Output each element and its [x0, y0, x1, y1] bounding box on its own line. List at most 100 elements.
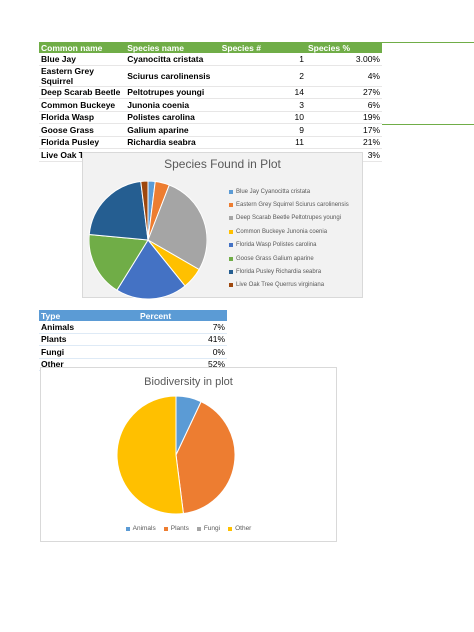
legend-label: Common Buckeye Junonia coenia: [236, 228, 328, 235]
legend-swatch: [228, 526, 233, 531]
type-table-header: Type Percent: [39, 310, 227, 321]
table-row: Goose Grass Galium aparine 9 17%: [39, 123, 382, 137]
table-row: Common Buckeye Junonia coenia 3 6%: [39, 98, 382, 112]
cell-type: Fungi: [39, 345, 138, 359]
legend-item-florida-wasp-polistes-carolina: Florida Wasp Polistes carolina: [229, 239, 349, 252]
cell-species-count: 11: [219, 136, 306, 149]
legend-swatch: [229, 256, 233, 261]
header-type: Type: [39, 310, 138, 321]
legend-label: Plants: [170, 525, 189, 532]
sheet-gridline-mid: [382, 124, 474, 125]
table-row: Fungi 0%: [39, 345, 227, 359]
species-pie-chart[interactable]: Species Found in Plot Blue Jay Cyanocitt…: [82, 152, 363, 299]
legend-item-goose-grass-galium-aparine: Goose Grass Galium aparine: [229, 252, 349, 265]
cell-type: Plants: [39, 333, 138, 346]
chart-legend: Blue Jay Cyanocitta cristata Eastern Grey…: [229, 185, 349, 292]
chart-legend: Animals Plants Fungi Other: [41, 525, 336, 532]
pie-slice-florida-pusley-richardia-seabra[interactable]: [89, 181, 149, 241]
cell-common-name: Florida Wasp: [39, 111, 126, 124]
species-table: Common name Species name Species # Speci…: [39, 42, 382, 162]
legend-item-other: Other: [228, 525, 251, 532]
biodiversity-pie-chart[interactable]: Biodiversity in plot Animals Plants Fungi O…: [40, 367, 337, 542]
chart-title: Species Found in Plot: [164, 157, 281, 171]
cell-species-name: Sciurus carolinensis: [125, 65, 220, 87]
pie-slice-plants[interactable]: [175, 400, 235, 514]
cell-common-name: Florida Pusley: [39, 136, 126, 149]
cell-species-count: 10: [219, 111, 306, 124]
legend-item-deep-scarab-beetle-peltotrupes-youngi: Deep Scarab Beetle Peltotrupes youngi: [229, 212, 349, 225]
legend-label: Blue Jay Cyanocitta cristata: [236, 188, 311, 195]
header-species-percent: Species %: [305, 42, 382, 53]
legend-label: Deep Scarab Beetle Peltotrupes youngi: [236, 215, 342, 222]
cell-species-count: 1: [219, 53, 306, 66]
cell-common-name: Deep Scarab Beetle: [39, 86, 126, 99]
legend-label: Eastern Grey Squirrel Sciurus carolinens…: [236, 202, 349, 209]
legend-swatch: [229, 229, 233, 234]
cell-species-name: Cyanocitta cristata: [125, 53, 220, 66]
cell-percent: 0%: [138, 345, 227, 359]
header-species-name: Species name: [125, 42, 220, 53]
table-row: Animals 7%: [39, 321, 227, 334]
cell-species-percent: 21%: [305, 136, 382, 149]
cell-species-percent: 3.00%: [305, 53, 382, 66]
cell-species-percent: 17%: [305, 123, 382, 137]
legend-label: Florida Pusley Richardia seabra: [236, 269, 322, 276]
legend-swatch: [125, 526, 130, 531]
legend-item-eastern-grey-squirrel-sciurus-carolinensis: Eastern Grey Squirrel Sciurus carolinens…: [229, 198, 349, 211]
cell-percent: 41%: [138, 333, 227, 346]
legend-swatch: [163, 526, 168, 531]
cell-species-percent: 6%: [305, 98, 382, 112]
cell-common-name: Goose Grass: [39, 123, 126, 137]
table-row: Plants 41%: [39, 333, 227, 346]
legend-label: Animals: [132, 525, 156, 532]
cell-species-name: Junonia coenia: [125, 98, 220, 112]
table-row: Eastern Grey Squirrel Sciurus carolinensi…: [39, 65, 382, 87]
table-row: Florida Pusley Richardia seabra 11 21%: [39, 136, 382, 149]
pie-slice-florida-wasp-polistes-carolina[interactable]: [116, 239, 186, 299]
pie-slice-live-oak-tree-querrus-virginiana[interactable]: [140, 181, 149, 241]
legend-swatch: [229, 243, 233, 248]
legend-item-florida-pusley-richardia-seabra: Florida Pusley Richardia seabra: [229, 265, 349, 278]
cell-species-name: Peltotrupes youngi: [125, 86, 220, 99]
cell-common-name: Common Buckeye: [39, 98, 126, 112]
legend-item-live-oak-tree-querrus-virginiana: Live Oak Tree Querrus virginiana: [229, 279, 349, 292]
table-row: Florida Wasp Polistes carolina 10 19%: [39, 111, 382, 124]
legend-label: Other: [235, 525, 252, 532]
cell-species-name: Galium aparine: [125, 123, 220, 137]
legend-swatch: [229, 216, 233, 221]
species-pie: [89, 181, 207, 299]
pie-slice-goose-grass-galium-aparine[interactable]: [89, 234, 149, 291]
cell-common-name: Eastern Grey Squirrel: [39, 65, 126, 87]
pie-slice-other[interactable]: [117, 396, 184, 514]
cell-species-percent: 4%: [305, 65, 382, 87]
legend-label: Fungi: [203, 525, 221, 532]
cell-species-percent: 27%: [305, 86, 382, 99]
legend-swatch: [196, 526, 201, 531]
legend-item-common-buckeye-junonia-coenia: Common Buckeye Junonia coenia: [229, 225, 349, 238]
legend-label: Goose Grass Galium aparine: [236, 255, 314, 262]
legend-label: Live Oak Tree Querrus virginiana: [236, 282, 325, 289]
chart-title: Biodiversity in plot: [144, 376, 233, 388]
header-common-name: Common name: [39, 42, 126, 53]
legend-swatch: [229, 283, 233, 288]
cell-species-name: Richardia seabra: [125, 136, 220, 149]
species-table-header: Common name Species name Species # Speci…: [39, 42, 382, 53]
cell-percent: 7%: [138, 321, 227, 334]
table-row: Deep Scarab Beetle Peltotrupes youngi 14 27…: [39, 86, 382, 99]
biodiversity-pie: [117, 396, 235, 514]
legend-item-fungi: Fungi: [196, 525, 221, 532]
type-table: Type Percent Animals 7% Plants 41% Fungi 0%…: [39, 310, 227, 371]
legend-item-animals: Animals: [125, 525, 156, 532]
header-percent: Percent: [138, 310, 227, 321]
cell-species-percent: 19%: [305, 111, 382, 124]
header-species-count: Species #: [219, 42, 306, 53]
cell-species-name: Polistes carolina: [125, 111, 220, 124]
legend-item-blue-jay-cyanocitta-cristata: Blue Jay Cyanocitta cristata: [229, 185, 349, 198]
cell-common-name: Blue Jay: [39, 53, 126, 66]
legend-label: Florida Wasp Polistes carolina: [236, 242, 317, 249]
sheet-gridline-top: [382, 42, 474, 43]
table-row: Blue Jay Cyanocitta cristata 1 3.00%: [39, 53, 382, 66]
legend-swatch: [229, 270, 233, 275]
legend-swatch: [229, 203, 233, 208]
cell-species-count: 9: [219, 123, 306, 137]
